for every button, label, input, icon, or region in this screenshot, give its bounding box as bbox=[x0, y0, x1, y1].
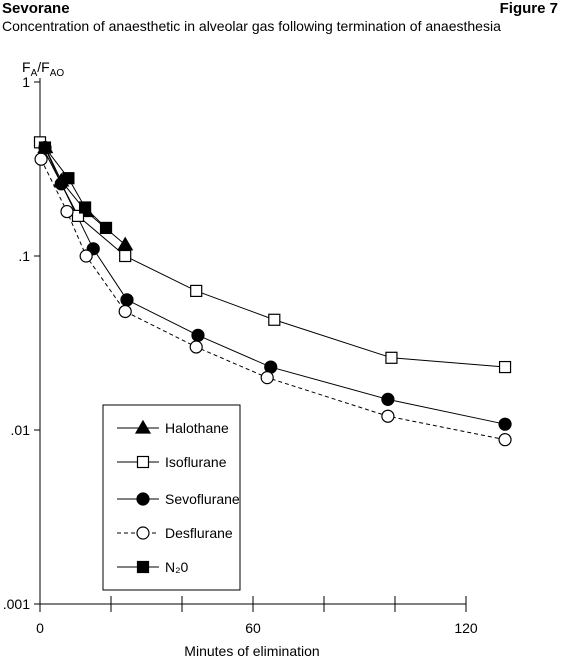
legend-label: Halothane bbox=[165, 420, 229, 436]
data-point bbox=[117, 236, 134, 251]
legend-marker bbox=[136, 492, 150, 506]
data-point bbox=[498, 417, 512, 431]
figure-label: Figure 7 bbox=[500, 0, 558, 17]
data-point bbox=[189, 340, 203, 354]
x-tick-label: 120 bbox=[454, 620, 478, 636]
data-point bbox=[38, 141, 52, 154]
x-tick-label: 0 bbox=[36, 620, 44, 636]
legend-label: Sevoflurane bbox=[165, 491, 240, 507]
page-title: Sevorane bbox=[2, 0, 70, 17]
data-point bbox=[34, 152, 48, 166]
y-axis-label: FA/FAO bbox=[22, 59, 64, 79]
legend-marker bbox=[136, 526, 150, 540]
data-point bbox=[498, 433, 512, 447]
series-line bbox=[44, 147, 506, 425]
data-point bbox=[381, 409, 395, 423]
legend-marker bbox=[136, 455, 150, 469]
legend-marker bbox=[134, 419, 152, 434]
data-point bbox=[260, 371, 274, 385]
legend-marker bbox=[136, 560, 150, 574]
series-line bbox=[40, 158, 506, 441]
data-point bbox=[381, 392, 395, 406]
x-tick-label: 60 bbox=[245, 620, 261, 636]
data-point bbox=[268, 313, 281, 326]
data-point bbox=[120, 293, 134, 307]
data-point bbox=[119, 249, 132, 263]
data-point bbox=[190, 284, 203, 298]
legend-box bbox=[102, 404, 241, 591]
chart-subtitle: Concentration of anaesthetic in alveolar… bbox=[2, 18, 501, 34]
series-line bbox=[44, 147, 126, 246]
data-point bbox=[79, 249, 93, 263]
x-axis-label: Minutes of elimination bbox=[184, 643, 319, 659]
series-line bbox=[44, 147, 107, 229]
data-point bbox=[191, 328, 205, 342]
data-point bbox=[118, 304, 132, 319]
legend-label: N₂0 bbox=[165, 559, 189, 575]
data-point bbox=[99, 221, 113, 235]
data-point bbox=[78, 201, 92, 214]
y-tick-label: .01 bbox=[11, 422, 31, 438]
data-point bbox=[71, 209, 85, 223]
series-line bbox=[39, 142, 506, 368]
y-tick-label: .001 bbox=[3, 596, 30, 612]
data-point bbox=[498, 360, 512, 374]
legend-label: Isoflurane bbox=[165, 454, 227, 470]
y-tick-label: .1 bbox=[18, 248, 30, 264]
legend-label: Desflurane bbox=[165, 525, 233, 541]
data-point bbox=[60, 204, 74, 219]
data-point bbox=[62, 172, 75, 185]
data-point bbox=[385, 351, 398, 364]
y-tick-label: 1 bbox=[22, 74, 30, 90]
